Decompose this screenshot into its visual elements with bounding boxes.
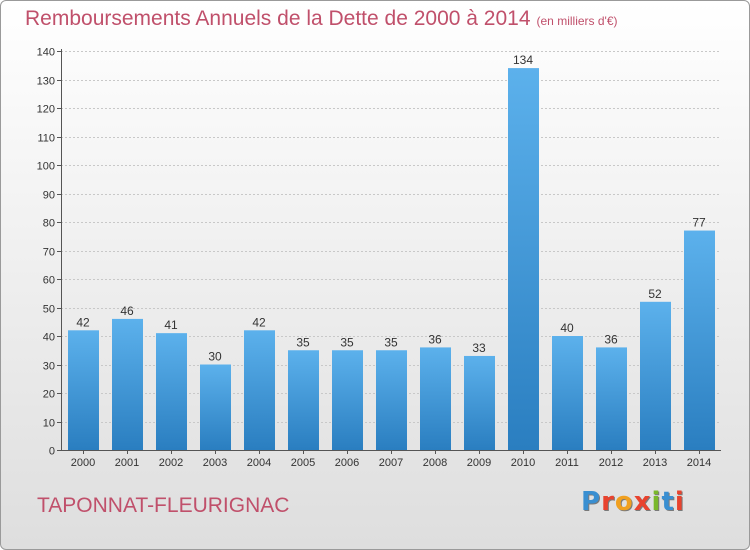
- data-label: 40: [560, 321, 574, 335]
- y-tick-label: 100: [37, 161, 55, 173]
- chart-title: Remboursements Annuels de la Dette de 20…: [25, 7, 618, 31]
- x-axis: 2000 2001 2002 2003 2004 2005 2006 2007 2008 2009…: [61, 450, 721, 469]
- data-label: 41: [164, 318, 178, 332]
- commune-name: TAPONNAT-FLEURIGNAC: [37, 494, 290, 517]
- y-tick-label: 130: [37, 76, 55, 88]
- chart-unit: (en milliers d'€): [536, 14, 618, 28]
- y-tick-label: 70: [43, 247, 55, 259]
- x-tick-label: 2011: [555, 457, 579, 469]
- y-tick-label: 60: [43, 275, 55, 287]
- logo-letter: i: [651, 487, 662, 517]
- bar: [464, 355, 495, 450]
- y-tick-label: 40: [43, 332, 55, 344]
- logo-letter: t: [661, 487, 675, 517]
- bar: [552, 336, 583, 450]
- bars: [68, 68, 715, 450]
- x-tick-label: 2012: [599, 457, 623, 469]
- bar: [508, 68, 539, 450]
- data-label: 77: [692, 216, 706, 230]
- x-tick-label: 2002: [159, 457, 183, 469]
- bar: [112, 318, 143, 450]
- data-label: 52: [648, 287, 662, 301]
- data-label: 33: [472, 341, 486, 355]
- y-tick-label: 120: [37, 104, 55, 116]
- logo-letter: i: [674, 487, 685, 517]
- data-label: 35: [296, 335, 310, 349]
- x-tick-label: 2009: [467, 457, 491, 469]
- x-tick-label: 2006: [335, 457, 359, 469]
- bar: [156, 333, 187, 450]
- data-label: 30: [208, 350, 222, 364]
- x-tick-label: 2005: [291, 457, 315, 469]
- y-tick-label: 0: [49, 446, 55, 458]
- y-tick-label: 50: [43, 304, 55, 316]
- y-tick-label: 80: [43, 218, 55, 230]
- data-labels: 42 46 41 30 42 35 35 35 36 33 134 40 36 52 77: [76, 53, 706, 363]
- bar: [200, 364, 231, 450]
- data-label: 134: [513, 53, 533, 67]
- x-tick-label: 2004: [247, 457, 271, 469]
- logo-letter: P: [581, 487, 602, 517]
- bar: [640, 301, 671, 450]
- y-tick-label: 20: [43, 389, 55, 401]
- bar: [684, 230, 715, 450]
- x-tick-label: 2010: [511, 457, 535, 469]
- chart-title-text: Remboursements Annuels de la Dette de 20…: [25, 7, 531, 30]
- bar: [288, 350, 319, 450]
- x-tick-label: 2003: [203, 457, 227, 469]
- logo-letter: o: [614, 487, 634, 517]
- bar: [596, 347, 627, 450]
- y-tick-label: 90: [43, 190, 55, 202]
- y-tick-label: 110: [37, 133, 55, 145]
- x-tick-label: 2001: [115, 457, 139, 469]
- x-tick-label: 2008: [423, 457, 447, 469]
- bar: [244, 330, 275, 450]
- y-tick-label: 10: [43, 418, 55, 430]
- y-axis: 0 10 20 30 40 50 60 70 80 90 100 110 120 130 140: [37, 47, 62, 458]
- x-tick-label: 2000: [71, 457, 95, 469]
- data-label: 46: [120, 304, 134, 318]
- bar: [420, 347, 451, 450]
- data-label: 35: [340, 335, 354, 349]
- proxiti-logo[interactable]: Proxiti: [581, 487, 685, 517]
- bar: [68, 330, 99, 450]
- data-label: 42: [76, 315, 90, 329]
- x-tick-label: 2007: [379, 457, 403, 469]
- bar: [332, 350, 363, 450]
- y-tick-label: 140: [37, 47, 55, 59]
- y-tick-label: 30: [43, 361, 55, 373]
- x-tick-label: 2014: [687, 457, 711, 469]
- logo-letter: x: [633, 487, 652, 517]
- x-tick-label: 2013: [643, 457, 667, 469]
- logo-letter: r: [601, 487, 615, 517]
- data-label: 42: [252, 315, 266, 329]
- data-label: 35: [384, 335, 398, 349]
- data-label: 36: [428, 332, 442, 346]
- data-label: 36: [604, 332, 618, 346]
- bar: [376, 350, 407, 450]
